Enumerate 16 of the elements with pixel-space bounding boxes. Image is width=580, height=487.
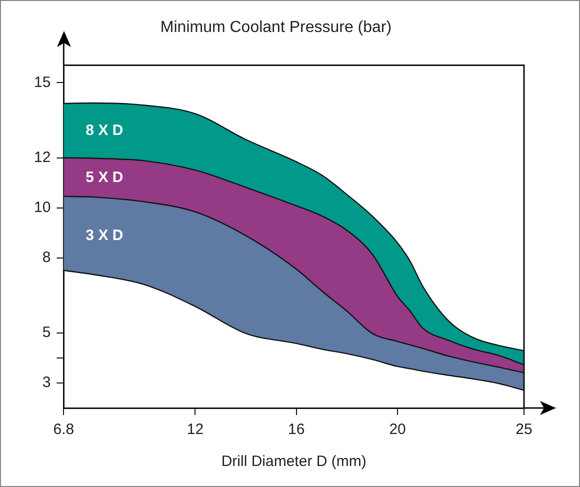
- y-tick-label: 8: [42, 249, 51, 266]
- x-tick-label: 12: [186, 421, 204, 438]
- x-tick-label: 16: [288, 421, 305, 438]
- series-label: 5 X D: [86, 168, 124, 186]
- y-tick-label: 12: [34, 148, 51, 166]
- x-tick-label: 6.8: [53, 421, 74, 438]
- y-tick-label: 15: [34, 74, 51, 91]
- y-tick-label: 3: [42, 374, 51, 392]
- y-tick-label: 5: [42, 324, 51, 342]
- series-label: 3 X D: [86, 226, 124, 244]
- x-axis-title: Drill Diameter D (mm): [221, 453, 366, 470]
- y-tick-label: 10: [34, 198, 51, 216]
- x-tick-label: 20: [389, 421, 406, 438]
- x-tick-label: 25: [516, 421, 532, 438]
- series-label: 8 X D: [86, 122, 124, 139]
- chart-title: Minimum Coolant Pressure (bar): [160, 19, 392, 36]
